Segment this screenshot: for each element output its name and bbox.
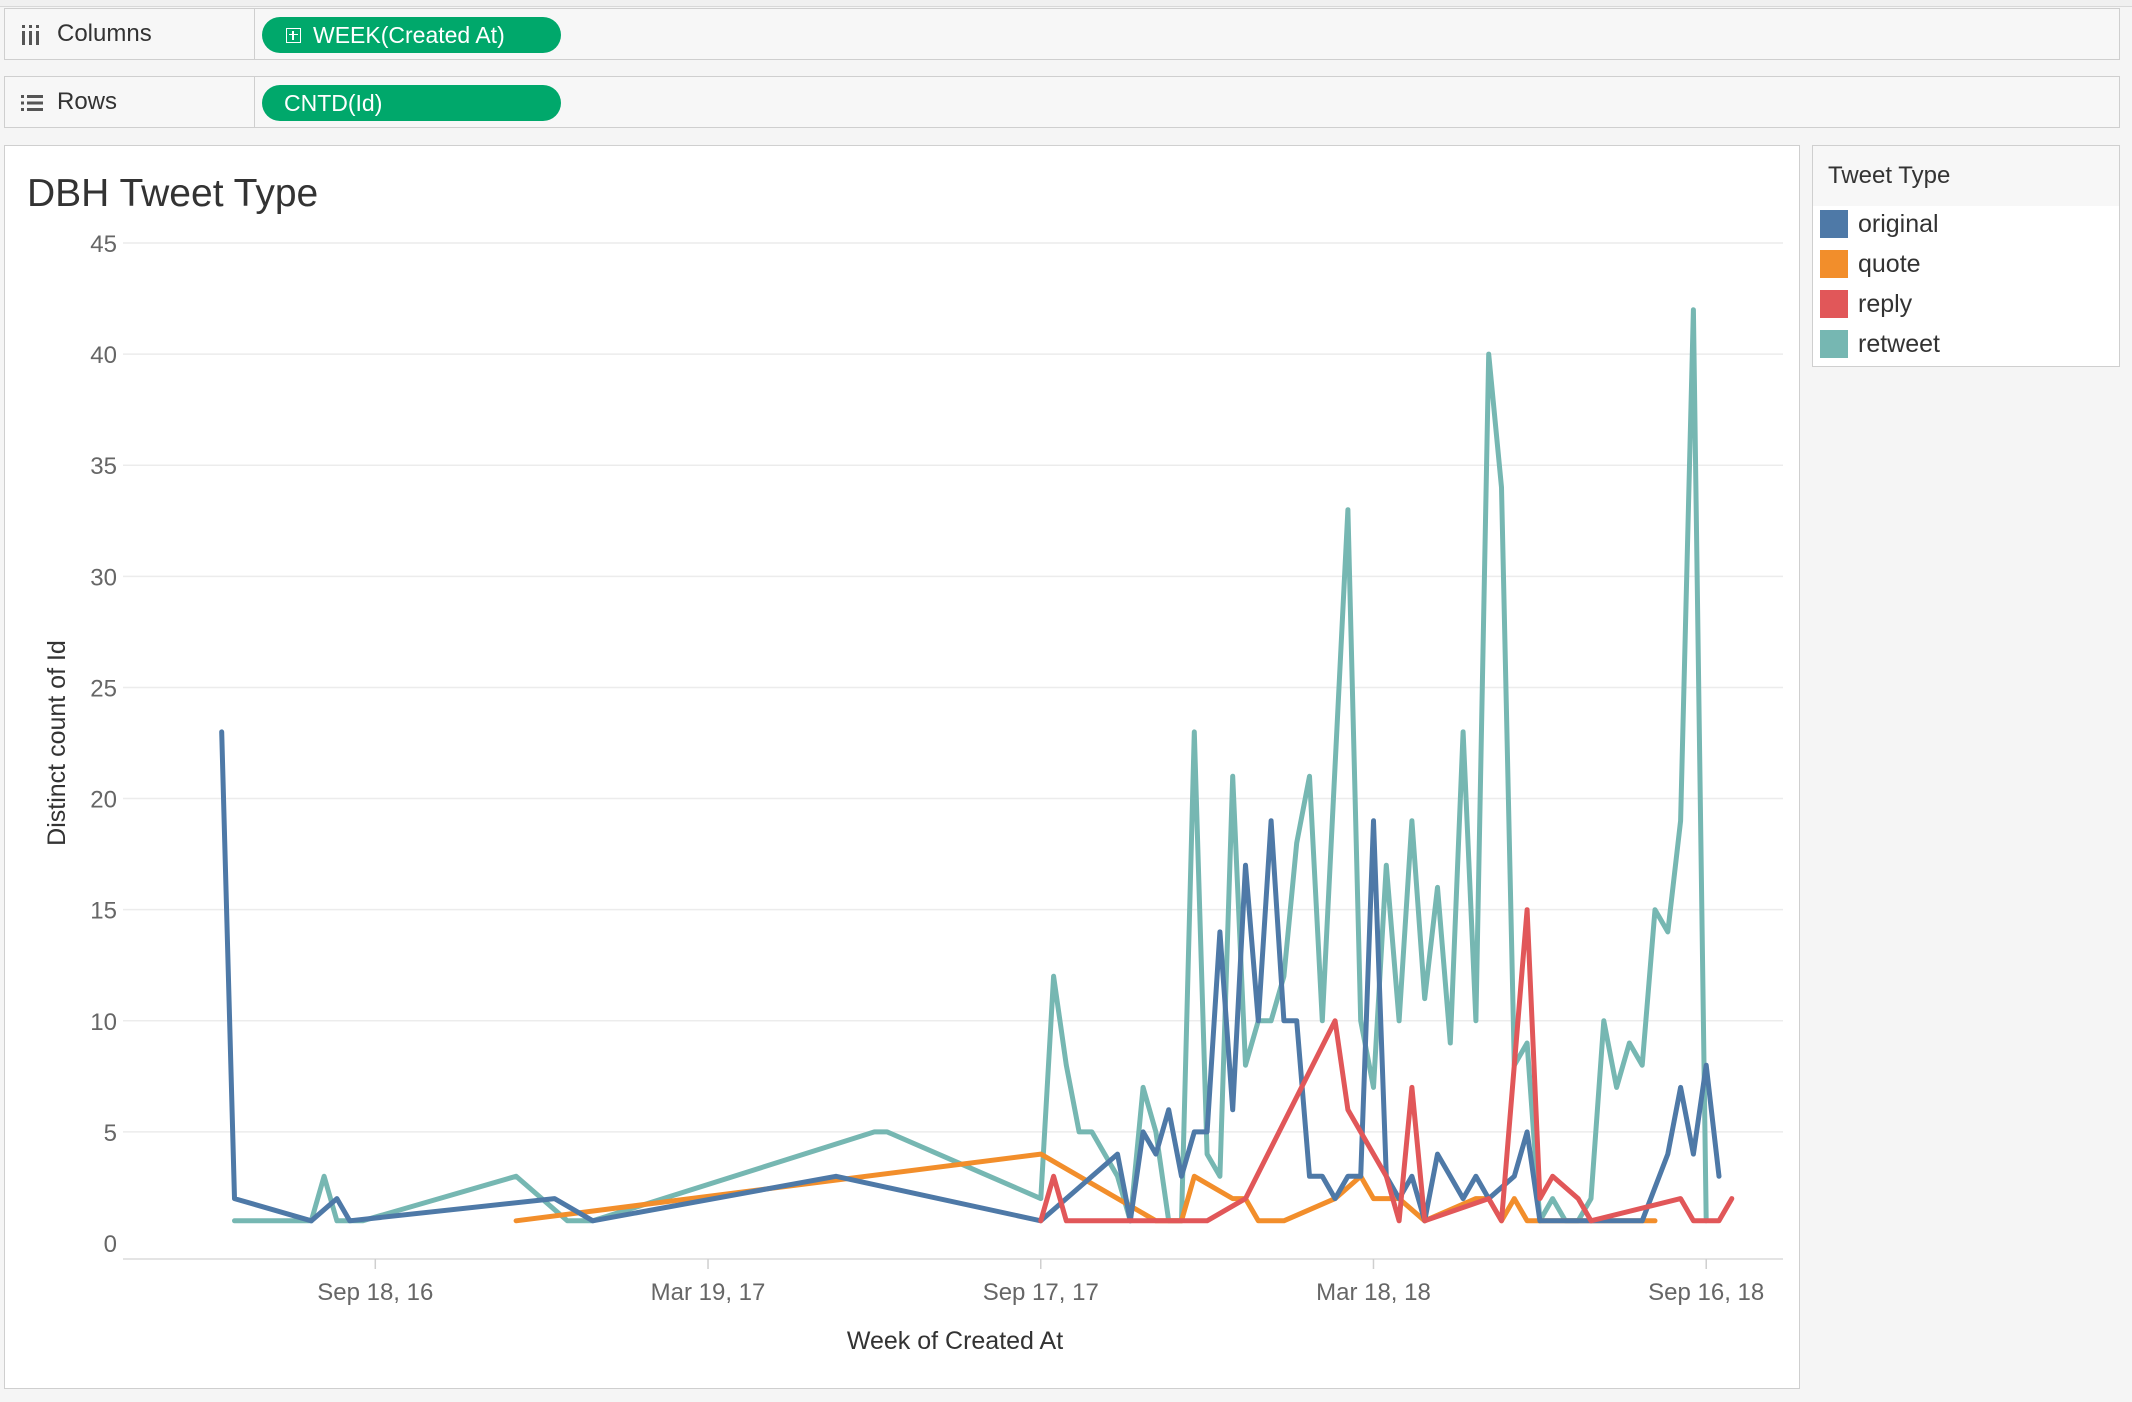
y-tick-label-25: 25 bbox=[90, 675, 117, 702]
rows-shelf-label: Rows bbox=[5, 77, 255, 127]
columns-icon bbox=[19, 23, 43, 52]
y-tick-label-10: 10 bbox=[90, 1009, 117, 1036]
chart-panel: DBH Tweet Type 0 5 10 15 20 25 30 35 40 45 Sep 18,… bbox=[4, 145, 1800, 1389]
legend: Tweet Type original quote reply retweet bbox=[1812, 145, 2120, 367]
columns-label: Columns bbox=[57, 20, 152, 47]
legend-item-quote[interactable]: quote bbox=[1820, 248, 1921, 280]
cntd-id-pill-label: CNTD(Id) bbox=[284, 89, 383, 116]
legend-item-retweet[interactable]: retweet bbox=[1820, 328, 1940, 360]
legend-title: Tweet Type bbox=[1813, 146, 2119, 206]
legend-item-reply[interactable]: reply bbox=[1820, 288, 1912, 320]
cntd-id-pill[interactable]: CNTD(Id) bbox=[262, 85, 561, 121]
series-line-original bbox=[219, 729, 1722, 1224]
legend-label-reply: reply bbox=[1858, 289, 1913, 318]
rows-icon bbox=[19, 91, 45, 120]
rows-label: Rows bbox=[57, 88, 118, 115]
y-tick-label-45: 45 bbox=[90, 231, 117, 258]
y-tick-label-15: 15 bbox=[90, 898, 117, 925]
x-axis-label: Week of Created At bbox=[847, 1327, 1063, 1355]
top-strip bbox=[0, 0, 2132, 7]
x-tick-label-2: Sep 17, 17 bbox=[983, 1279, 1099, 1306]
columns-shelf[interactable]: Columns WEEK(Created At) bbox=[4, 8, 2120, 60]
series-line-retweet bbox=[232, 307, 1709, 1224]
legend-swatch-reply bbox=[1820, 290, 1848, 318]
y-axis-label: Distinct count of Id bbox=[43, 640, 71, 846]
y-tick-label-35: 35 bbox=[90, 453, 117, 480]
legend-label-quote: quote bbox=[1858, 249, 1921, 278]
week-created-at-pill-label: WEEK(Created At) bbox=[313, 21, 505, 48]
expand-plus-icon[interactable] bbox=[286, 27, 301, 43]
legend-swatch-original bbox=[1820, 210, 1848, 238]
columns-shelf-label: Columns bbox=[5, 9, 255, 59]
y-tick-label-20: 20 bbox=[90, 787, 117, 814]
week-created-at-pill[interactable]: WEEK(Created At) bbox=[262, 17, 561, 53]
x-tick-label-4: Sep 16, 18 bbox=[1648, 1279, 1764, 1306]
chart-title: DBH Tweet Type bbox=[27, 172, 319, 215]
x-tick-label-3: Mar 18, 18 bbox=[1316, 1279, 1431, 1306]
legend-label-retweet: retweet bbox=[1858, 329, 1940, 358]
y-tick-label-40: 40 bbox=[90, 342, 117, 369]
line-chart: 0 5 10 15 20 25 30 35 40 45 Sep 18, 16 Mar 19, 17 Se… bbox=[43, 231, 1783, 1355]
y-tick-label-5: 5 bbox=[104, 1120, 117, 1147]
legend-swatch-quote bbox=[1820, 250, 1848, 278]
series-line-reply bbox=[1038, 907, 1735, 1224]
legend-item-original[interactable]: original bbox=[1820, 208, 1939, 240]
x-tick-label-1: Mar 19, 17 bbox=[651, 1279, 766, 1306]
rows-shelf[interactable]: Rows CNTD(Id) bbox=[4, 76, 2120, 128]
legend-label-original: original bbox=[1858, 209, 1939, 238]
x-tick-label-0: Sep 18, 16 bbox=[317, 1279, 433, 1306]
y-tick-label-0: 0 bbox=[104, 1231, 117, 1258]
y-tick-label-30: 30 bbox=[90, 564, 117, 591]
legend-swatch-retweet bbox=[1820, 330, 1848, 358]
